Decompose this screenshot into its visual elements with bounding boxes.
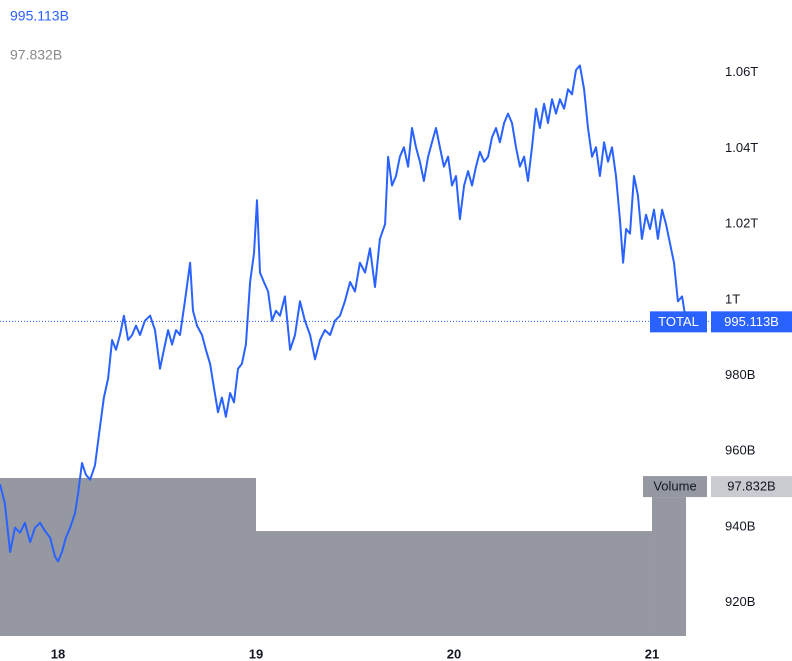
volume-bar — [0, 477, 257, 636]
price-layer — [0, 64, 710, 563]
legend-volume: 97.832B — [10, 47, 62, 63]
y-tick-label: 960B — [725, 443, 755, 458]
volume-bar — [256, 531, 652, 636]
volume-layer — [0, 477, 687, 636]
series-name-tag — [650, 311, 707, 333]
x-tick-label: 21 — [645, 646, 659, 661]
volume-name-tag — [643, 476, 707, 498]
volume-tag-label: 97.832B — [727, 479, 775, 494]
y-tick-label: 1T — [725, 291, 740, 306]
volume-bar — [651, 497, 687, 636]
y-tick-label: 1.06T — [725, 64, 758, 79]
price-line — [0, 64, 687, 563]
x-tick-label: 20 — [447, 646, 461, 661]
legend-price: 995.113B — [10, 8, 69, 24]
x-tick-label: 19 — [249, 646, 263, 661]
y-tick-label: 980B — [725, 367, 755, 382]
series-name: TOTAL — [658, 314, 699, 329]
y-tick-label: 1.04T — [725, 140, 758, 155]
y-tick-label: 920B — [725, 594, 755, 609]
volume-bars — [0, 477, 687, 636]
volume-tag — [711, 476, 792, 498]
y-tick-label: 1.02T — [725, 216, 758, 231]
y-tick-label: 940B — [725, 518, 755, 533]
price-tag — [711, 311, 792, 333]
volume-name: Volume — [653, 479, 696, 494]
x-tick-label: 18 — [51, 646, 65, 661]
price-tag-label: 995.113B — [724, 314, 779, 329]
